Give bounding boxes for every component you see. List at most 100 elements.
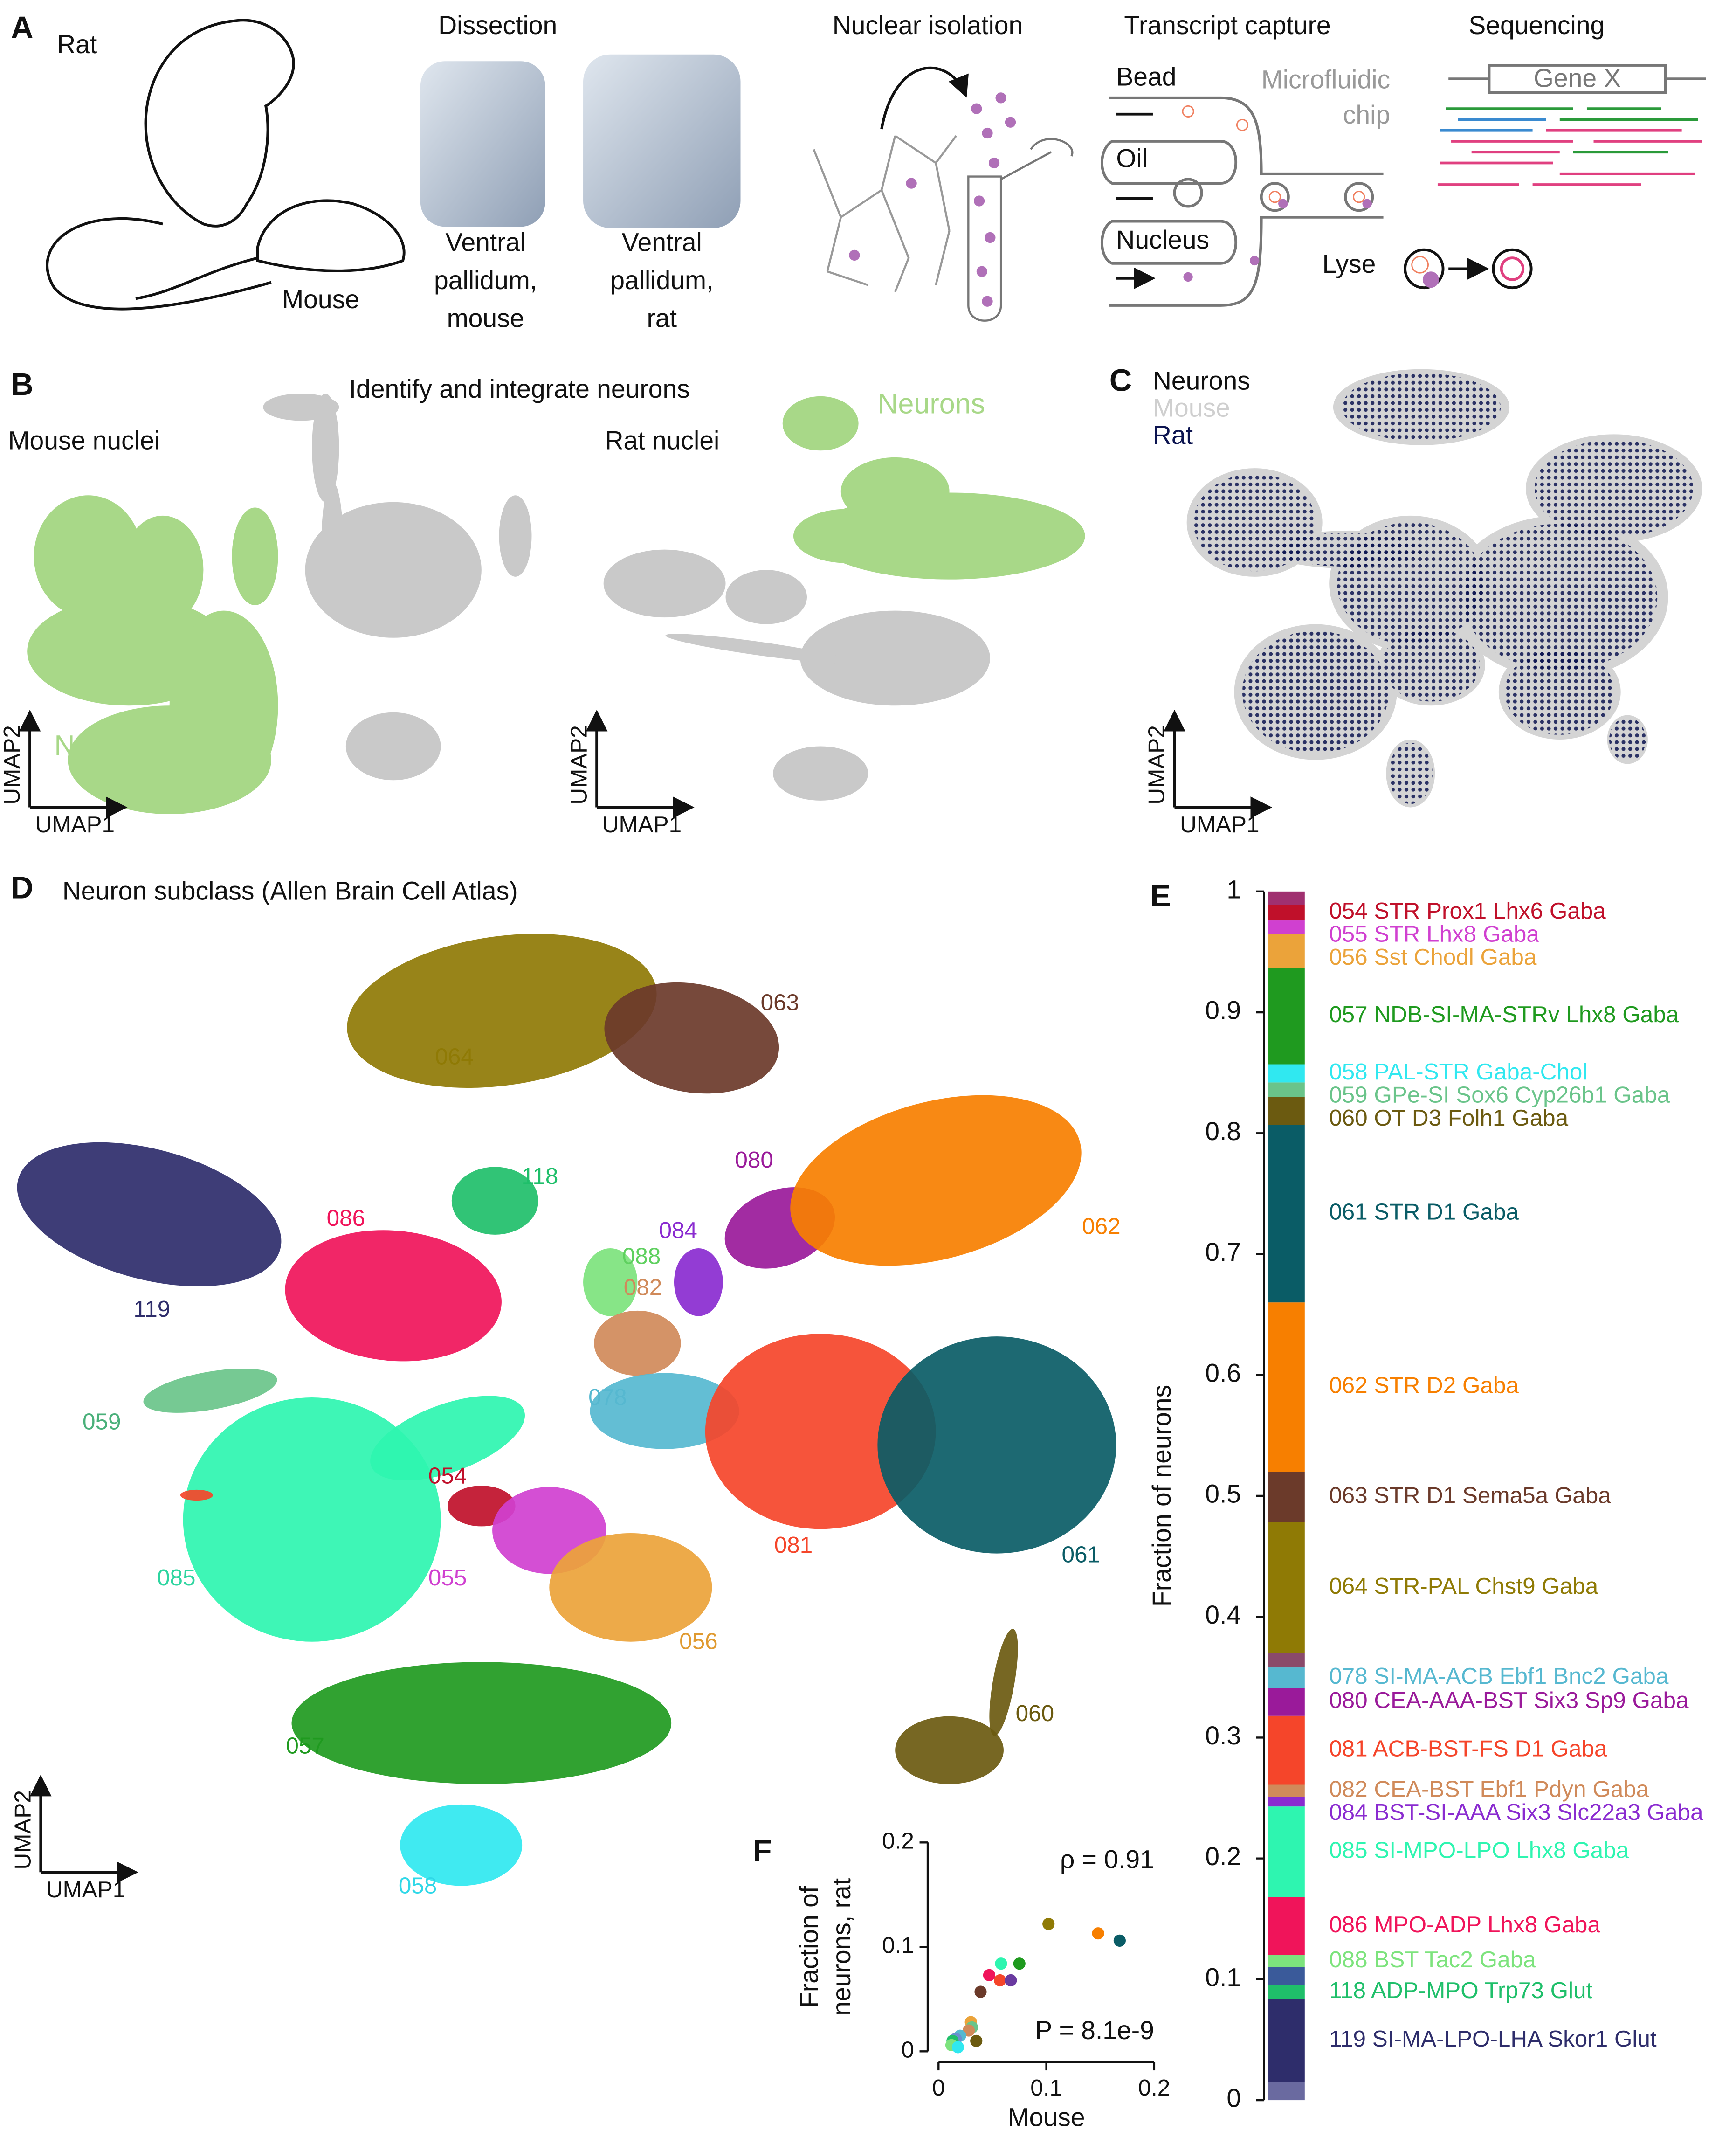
bar-segment [1268, 891, 1305, 905]
cell-cloud [263, 394, 339, 421]
slice-caption: pallidum, [610, 266, 713, 295]
y-tick-label: 0.2 [882, 1828, 914, 1853]
cluster-label: 060 [1016, 1701, 1054, 1726]
bar-segment [1268, 1472, 1305, 1522]
panel-title: Neuron subclass (Allen Brain Cell Atlas) [62, 876, 518, 905]
bar-segment [1268, 1955, 1305, 1967]
cluster-label: 082 [624, 1274, 662, 1300]
x-tick-label: 0.2 [1138, 2075, 1171, 2101]
cluster-cloud [583, 1248, 638, 1316]
cluster-label: 062 [1082, 1213, 1120, 1239]
legend-title: Neurons [1153, 366, 1250, 395]
scatter-point [974, 1985, 987, 1998]
slice-caption: pallidum, [434, 266, 537, 295]
cluster-cloud [17, 1142, 282, 1286]
reads-drawing [1437, 64, 1706, 186]
y-tick-label: 0.1 [1205, 1963, 1241, 1992]
step-title: Dissection [438, 11, 557, 40]
cluster-label: 088 [622, 1243, 661, 1269]
cell-cloud [34, 495, 143, 618]
umap-clouds [17, 369, 1702, 1886]
cell-cloud [345, 712, 441, 781]
segment-label: 061 STR D1 Gaba [1329, 1199, 1519, 1225]
slice-caption: Ventral [622, 228, 702, 257]
scatter-point [951, 2041, 964, 2054]
cluster-label: 064 [435, 1044, 473, 1070]
rat-mouse-drawing [46, 19, 406, 311]
cluster-label: 081 [774, 1532, 813, 1558]
axis-label: UMAP1 [46, 1877, 125, 1902]
chip-label: chip [1343, 100, 1390, 129]
x-axis-label: Mouse [1008, 2102, 1085, 2131]
cluster-label: 056 [679, 1629, 717, 1654]
legend-entry: Rat [1153, 421, 1193, 450]
cluster-cloud [790, 1095, 1082, 1266]
rat-cloud [1462, 524, 1658, 671]
cell-cloud [813, 492, 1085, 580]
cluster-label: 058 [399, 1873, 437, 1898]
bar-segment [1268, 1999, 1305, 2082]
segment-label: 059 GPe-SI Sox6 Cyp26b1 Gaba [1329, 1082, 1670, 1107]
segment-label: 060 OT D3 Folh1 Gaba [1329, 1105, 1568, 1131]
scatter-point [1005, 1974, 1017, 1987]
y-axis-label: Fraction of [794, 1886, 823, 2008]
panel-letter: B [11, 367, 33, 402]
bead-dots [1182, 105, 1525, 288]
cluster-cloud [594, 1310, 681, 1376]
cluster-label: 119 [133, 1296, 170, 1322]
bar-segment [1268, 968, 1305, 1065]
segment-label: 080 CEA-AAA-BST Six3 Sp9 Gaba [1329, 1687, 1689, 1713]
cluster-cloud [895, 1716, 1004, 1784]
segment-label: 082 CEA-BST Ebf1 Pdyn Gaba [1329, 1777, 1649, 1802]
y-tick-label: 1 [1226, 875, 1241, 904]
step-title: Nuclear isolation [833, 11, 1023, 40]
scatter-point [995, 1957, 1007, 1970]
mouse-slice-image [420, 61, 545, 227]
cluster-cloud [370, 1396, 525, 1481]
y-tick-label: 0.7 [1205, 1238, 1241, 1266]
bar-segment [1268, 905, 1305, 921]
charts: E 0 0.1 0.2 0.3 0.4 0.5 0.6 0.7 0.8 0.9 1 Fraction o… [753, 875, 1703, 2131]
panel-subtitle: Mouse nuclei [8, 426, 160, 455]
rat-cloud [1534, 440, 1694, 538]
cluster-label: Neurons [54, 730, 162, 761]
axis-label: UMAP2 [10, 1790, 35, 1869]
cluster-cloud [674, 1248, 723, 1316]
segment-label: 056 Sst Chodl Gaba [1329, 944, 1537, 970]
chip-input-label: Nucleus [1116, 225, 1209, 254]
step-title: Transcript capture [1124, 11, 1330, 40]
y-tick-label: 0.2 [1205, 1842, 1241, 1871]
rat-cloud [1504, 649, 1615, 735]
scatter-point [1013, 1957, 1026, 1970]
rat-cloud [1242, 631, 1389, 754]
panel-title: Identify and integrate neurons [349, 374, 690, 403]
x-tick-label: 0 [932, 2075, 945, 2101]
rat-cloud [1337, 522, 1484, 645]
panel-letter: A [11, 10, 33, 45]
scatter-point [1092, 1927, 1104, 1940]
cell-cloud [725, 570, 807, 624]
segment-label: 054 STR Prox1 Lhx6 Gaba [1329, 898, 1606, 924]
segment-label: 058 PAL-STR Gaba-Chol [1329, 1059, 1587, 1085]
panel-subtitle: Rat nuclei [605, 426, 720, 455]
cell-cloud [122, 515, 204, 624]
umap-axes: UMAP1 UMAP2 UMAP1 UMAP2 UMAP1 UMAP2 UMAP1 UMAP2 [0, 709, 1272, 1902]
cluster-label: 118 [522, 1163, 558, 1189]
scatter-point [1113, 1934, 1126, 1947]
rat-cloud [1342, 373, 1501, 442]
cluster-label: Neurons [877, 387, 985, 419]
nucleus-dots [849, 92, 1016, 307]
slice-caption: rat [647, 304, 677, 333]
axis-label: UMAP2 [0, 725, 25, 804]
cluster-label: 084 [659, 1217, 697, 1243]
y-tick-label: 0.3 [1205, 1721, 1241, 1750]
segment-label: 063 STR D1 Sema5a Gaba [1329, 1483, 1611, 1508]
bar-segment [1268, 920, 1305, 934]
segment-label: 086 MPO-ADP Lhx8 Gaba [1329, 1912, 1600, 1937]
bar-segment [1268, 934, 1305, 968]
cluster-label: 061 [1062, 1542, 1100, 1567]
slice-caption: mouse [447, 304, 524, 333]
y-tick-label: 0.9 [1205, 996, 1241, 1025]
y-tick-label: 0.8 [1205, 1117, 1241, 1146]
